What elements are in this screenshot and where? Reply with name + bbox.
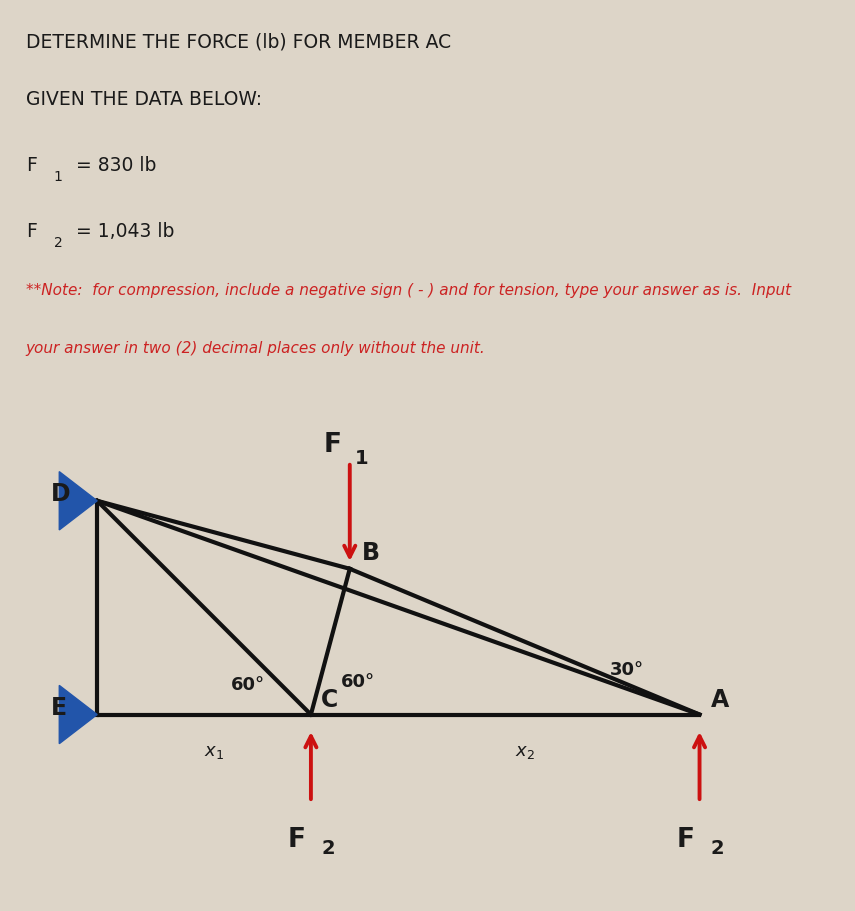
Text: $\mathbf{2}$: $\mathbf{2}$ bbox=[711, 838, 724, 857]
Text: 30°: 30° bbox=[610, 660, 644, 678]
Polygon shape bbox=[59, 686, 97, 744]
Text: $x_1$: $x_1$ bbox=[203, 742, 224, 760]
Polygon shape bbox=[59, 472, 97, 530]
Text: 60°: 60° bbox=[231, 675, 265, 693]
Text: 60°: 60° bbox=[340, 672, 374, 691]
Text: 1: 1 bbox=[54, 170, 62, 184]
Text: C: C bbox=[321, 687, 338, 711]
Text: $\mathbf{F}$: $\mathbf{F}$ bbox=[287, 826, 305, 853]
Text: $x_2$: $x_2$ bbox=[515, 742, 534, 760]
Text: F: F bbox=[26, 156, 37, 175]
Text: $\mathbf{1}$: $\mathbf{1}$ bbox=[354, 448, 369, 467]
Text: $\mathbf{2}$: $\mathbf{2}$ bbox=[321, 838, 335, 857]
Text: DETERMINE THE FORCE (lb) FOR MEMBER AC: DETERMINE THE FORCE (lb) FOR MEMBER AC bbox=[26, 33, 451, 52]
Text: = 1,043 lb: = 1,043 lb bbox=[70, 221, 174, 241]
Text: F: F bbox=[26, 221, 37, 241]
Text: $\mathbf{F}$: $\mathbf{F}$ bbox=[676, 826, 694, 853]
Text: your answer in two (2) decimal places only without the unit.: your answer in two (2) decimal places on… bbox=[26, 340, 486, 355]
Text: D: D bbox=[50, 482, 70, 506]
Text: = 830 lb: = 830 lb bbox=[70, 156, 156, 175]
Text: 2: 2 bbox=[54, 236, 62, 250]
Text: A: A bbox=[711, 687, 729, 711]
Text: $\mathbf{F}$: $\mathbf{F}$ bbox=[323, 432, 341, 457]
Text: GIVEN THE DATA BELOW:: GIVEN THE DATA BELOW: bbox=[26, 90, 262, 109]
Text: **Note:  for compression, include a negative sign ( - ) and for tension, type yo: **Note: for compression, include a negat… bbox=[26, 282, 791, 298]
Text: E: E bbox=[50, 695, 67, 719]
Text: B: B bbox=[362, 540, 380, 564]
